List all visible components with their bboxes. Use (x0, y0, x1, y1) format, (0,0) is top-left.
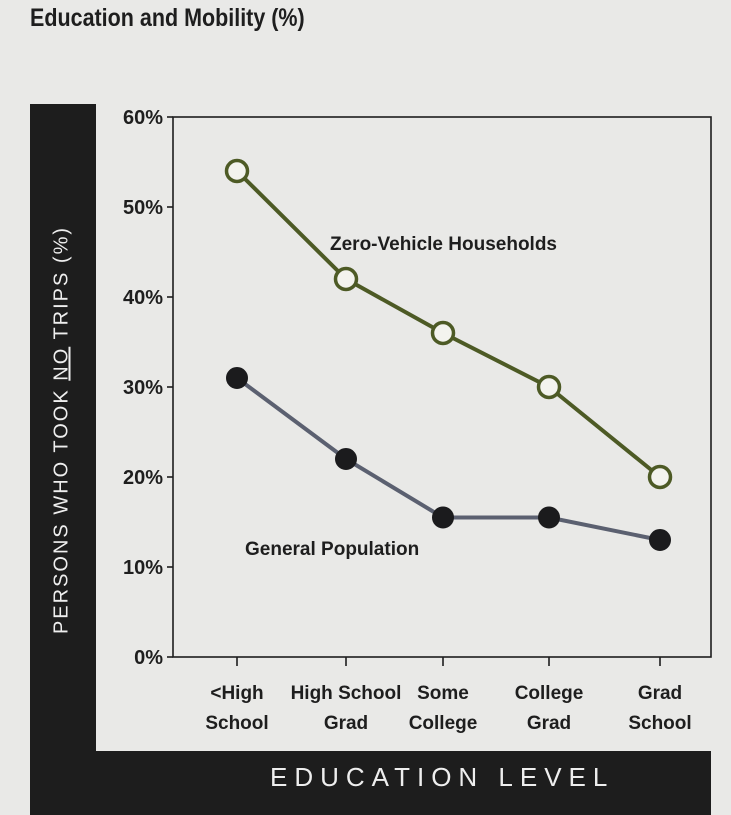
x-tick-label: College (515, 683, 584, 704)
data-point-filled (226, 367, 248, 389)
plot-frame (172, 116, 712, 658)
axes (167, 116, 712, 666)
data-point-open (224, 158, 250, 184)
data-point-filled (335, 448, 357, 470)
series (224, 158, 673, 551)
x-tick-label: School (205, 713, 268, 734)
chart-title: Education and Mobility (%) (30, 4, 305, 32)
x-tick-label: <High (210, 683, 263, 704)
y-tick-label: 0% (134, 647, 163, 669)
y-tick-label: 10% (123, 557, 163, 579)
x-axis-label-band (30, 751, 711, 815)
y-tick-label: 50% (123, 197, 163, 219)
y-tick-label: 60% (123, 107, 163, 129)
y-tick-label: 30% (123, 377, 163, 399)
x-axis-label: EDUCATION LEVEL (270, 762, 615, 792)
data-point-open (333, 266, 359, 292)
y-axis-label-band (30, 104, 96, 815)
series-label-general-population: General Population (245, 539, 419, 560)
series-labels: Zero-Vehicle Households General Populatio… (245, 234, 557, 560)
data-point-filled (538, 506, 560, 529)
data-point-open (430, 320, 456, 346)
data-point-filled (432, 506, 454, 529)
y-tick-labels: 0% 10% 20% 30% 40% 50% 60% (123, 107, 163, 669)
x-tick-label: Grad (527, 713, 571, 734)
x-tick-label: School (628, 713, 691, 734)
data-point-filled (649, 529, 671, 551)
data-point-open (647, 464, 673, 490)
y-tick-label: 20% (123, 467, 163, 489)
x-tick-label: High School (291, 683, 402, 704)
x-tick-label: Some (417, 683, 469, 704)
x-tick-labels: <High School High School Grad Some College Col… (205, 683, 691, 734)
x-tick-label: College (409, 713, 478, 734)
series-label-zero-vehicle: Zero-Vehicle Households (330, 234, 557, 255)
x-tick-label: Grad (324, 713, 368, 734)
data-point-open (536, 374, 562, 400)
x-tick-label: Grad (638, 683, 682, 704)
y-tick-label: 40% (123, 287, 163, 309)
